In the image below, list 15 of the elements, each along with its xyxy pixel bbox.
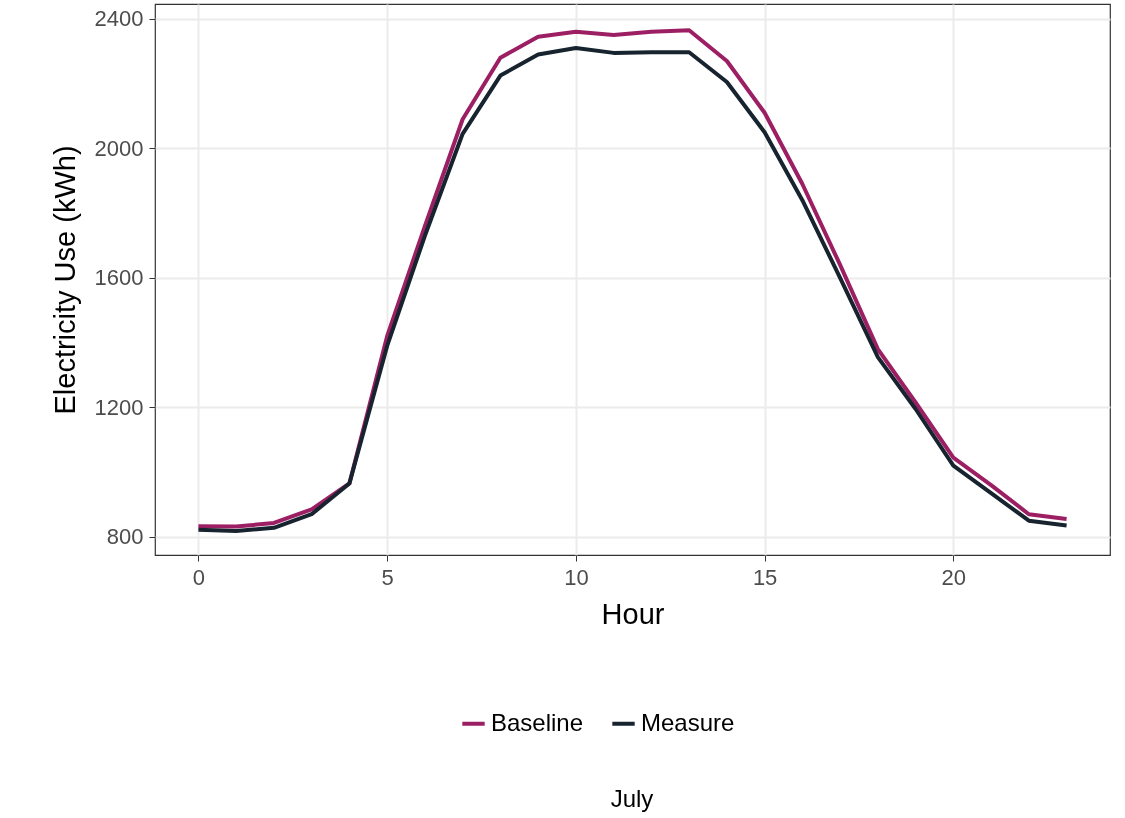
y-tick-label: 2000 [94,135,144,161]
x-tick-label: 10 [564,564,589,590]
y-tick-label: 1600 [94,265,144,291]
text: July [610,785,654,812]
y-tick-label: 1200 [94,394,144,420]
y-axis-title: Electricity Use (kWh) [48,145,81,415]
legend-label: Measure [641,708,735,736]
x-tick-label: 15 [752,564,778,590]
x-tick-label: 0 [192,564,206,590]
y-tick-label: 2400 [94,6,144,32]
y-tick-label: 800 [106,524,144,550]
legend-label: Baseline [491,708,584,736]
x-axis-title: Hour [601,597,665,630]
x-tick-label: 5 [381,564,394,590]
x-tick-label: 20 [941,564,967,590]
